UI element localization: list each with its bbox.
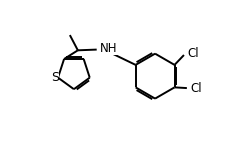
- Text: S: S: [51, 71, 59, 84]
- Text: Cl: Cl: [190, 82, 202, 95]
- Text: NH: NH: [100, 42, 118, 55]
- Text: Cl: Cl: [187, 47, 199, 60]
